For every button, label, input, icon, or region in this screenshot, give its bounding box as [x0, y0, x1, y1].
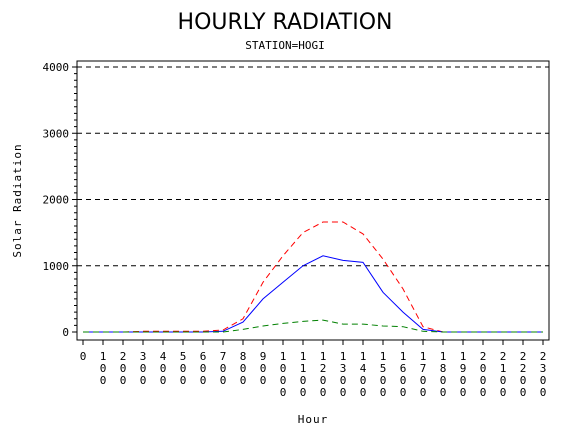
plot-frame [76, 60, 550, 341]
chart-title: HOURLY RADIATION [178, 10, 393, 35]
axis-ticks [72, 66, 544, 345]
grid-lines [77, 66, 549, 267]
x-axis-label: Hour [298, 413, 329, 426]
series-line-2 [83, 319, 543, 333]
chart-subtitle: STATION=HOGI [245, 39, 324, 52]
tick-labels: 0 1000 2000 3000 4000 0 1 0 0 2 0 0 3 0 0 4 0 0 5 0 0 6 0 0 7 0 0 8… [43, 61, 547, 399]
y-tick-label-1: 1000 [43, 260, 70, 273]
x-tick-label-0: 0 [80, 350, 87, 363]
series-lines [83, 221, 543, 333]
y-tick-label-0: 0 [62, 326, 69, 339]
y-axis-label: Solar Radiation [11, 143, 24, 257]
y-tick-label-3: 3000 [43, 127, 70, 140]
series-line-0 [83, 221, 543, 333]
y-tick-label-2: 2000 [43, 194, 70, 207]
y-tick-label-4: 4000 [43, 61, 70, 74]
